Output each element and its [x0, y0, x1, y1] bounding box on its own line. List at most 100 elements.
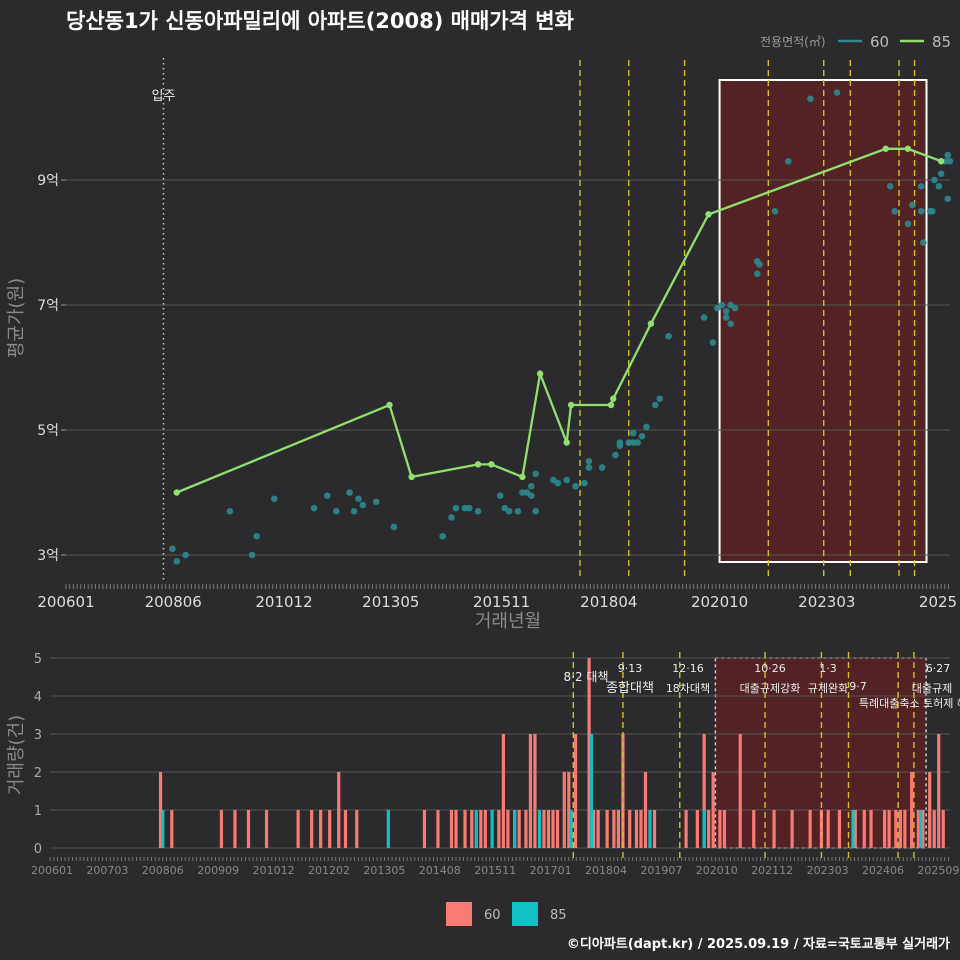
bar-85 — [589, 734, 593, 848]
x-tick-label: 201804 — [580, 593, 637, 611]
scatter-point-60 — [931, 176, 938, 184]
scatter-point-60 — [909, 201, 916, 209]
scatter-point-60 — [248, 551, 256, 559]
scatter-point-60 — [917, 207, 925, 215]
scatter-point-60 — [616, 442, 624, 449]
bar-60 — [932, 810, 936, 848]
bar-60 — [941, 810, 945, 848]
bar-60 — [546, 810, 551, 848]
bar-60 — [573, 734, 578, 848]
x-tick-label: 200601 — [37, 593, 94, 611]
x-tick-label: 202010 — [696, 864, 738, 877]
scatter-point-60 — [731, 304, 739, 312]
x-tick-label: 200806 — [145, 593, 202, 611]
scatter-point-60 — [756, 261, 763, 268]
policy-date: 1·3 — [819, 662, 837, 675]
scatter-point-60 — [638, 432, 646, 440]
bar-85 — [474, 810, 478, 848]
bar-60 — [684, 810, 688, 848]
scatter-point-60 — [169, 545, 176, 553]
scatter-point-60 — [572, 482, 579, 490]
series-point-85 — [937, 158, 945, 165]
scatter-point-60 — [514, 507, 522, 515]
bar-60 — [695, 810, 699, 848]
bar-60 — [555, 810, 560, 848]
policy-label: 종합대책 — [606, 681, 654, 696]
scatter-point-60 — [886, 182, 894, 190]
y-tick-label: 3 — [34, 728, 42, 743]
bar-60 — [826, 810, 830, 848]
x-tick-label: 200703 — [86, 864, 128, 877]
bar-60 — [422, 810, 427, 848]
scatter-point-60 — [563, 476, 571, 484]
scatter-point-60 — [310, 504, 318, 512]
x-tick-label: 202010 — [691, 593, 748, 611]
bar-60 — [752, 810, 756, 848]
bar-60 — [567, 772, 571, 848]
series-point-85 — [607, 401, 615, 409]
y-tick-label: 4 — [34, 690, 42, 705]
bar-60 — [837, 810, 842, 848]
x-tick-label: 202509 — [917, 864, 959, 877]
scatter-point-60 — [585, 464, 593, 471]
legend-swatch-60 — [446, 902, 472, 926]
bar-60 — [921, 810, 925, 848]
chart-title: 당산동1가 신동아파밀리에 아파트(2008) 매매가격 변화 — [66, 9, 575, 33]
series-point-85 — [408, 473, 415, 481]
y-tick-label: 3억 — [37, 548, 59, 564]
scatter-point-60 — [390, 523, 398, 531]
scatter-point-60 — [465, 504, 473, 512]
bar-60 — [528, 734, 533, 848]
bar-60 — [652, 810, 657, 848]
scatter-point-60 — [253, 532, 260, 540]
scatter-point-60 — [891, 207, 898, 215]
legend-label-60: 60 — [870, 33, 889, 51]
bar-60 — [328, 810, 332, 848]
bar-60 — [790, 810, 794, 848]
scatter-point-60 — [722, 314, 730, 321]
series-point-85 — [536, 370, 544, 377]
bar-60 — [869, 810, 873, 848]
series-point-85 — [647, 320, 655, 327]
bar-60 — [337, 772, 341, 848]
bar-60 — [711, 772, 715, 848]
series-point-85 — [474, 461, 482, 468]
y-tick-label: 2 — [34, 766, 42, 781]
policy-date: 9·13 — [618, 662, 643, 675]
series-line-85 — [176, 147, 942, 494]
scatter-point-60 — [709, 339, 717, 346]
scatter-point-60 — [634, 439, 641, 446]
bar-60 — [862, 810, 866, 848]
scatter-point-60 — [532, 470, 539, 478]
scatter-point-60 — [532, 507, 539, 515]
y-tick-label: 0 — [34, 842, 42, 857]
scatter-point-60 — [904, 220, 912, 228]
x-tick-label: 201701 — [530, 864, 572, 877]
bar-85 — [569, 810, 573, 848]
bar-85 — [513, 810, 517, 848]
bar-60 — [928, 772, 932, 848]
scatter-point-60 — [652, 401, 659, 409]
x-tick-label: 202406 — [862, 864, 904, 877]
scatter-point-60 — [448, 514, 455, 521]
bar-60 — [628, 810, 632, 848]
bar-60 — [170, 810, 174, 848]
bar-60 — [894, 810, 898, 848]
volume-chart: 0 1 2 3 4 5 8·2 대책 9·13 종합대책 12·16 18차대책 10·26 대출규제강… — [6, 652, 960, 926]
bar-60 — [562, 772, 566, 848]
bar-60 — [937, 734, 941, 848]
x-tick-label: 201907 — [640, 864, 682, 877]
bar-60 — [219, 810, 224, 848]
scatter-point-60 — [350, 507, 358, 515]
bar-60 — [639, 810, 643, 848]
policy-label: 규제완화 — [808, 682, 848, 695]
bar-85 — [161, 810, 165, 848]
bar-60 — [592, 810, 596, 848]
policy-date: 9·7 — [849, 680, 867, 693]
bar-60 — [517, 810, 521, 848]
bar-60 — [707, 810, 711, 848]
policy-label: 대출규제 — [912, 682, 952, 695]
bar-60 — [246, 810, 251, 848]
bar-60 — [463, 810, 467, 848]
